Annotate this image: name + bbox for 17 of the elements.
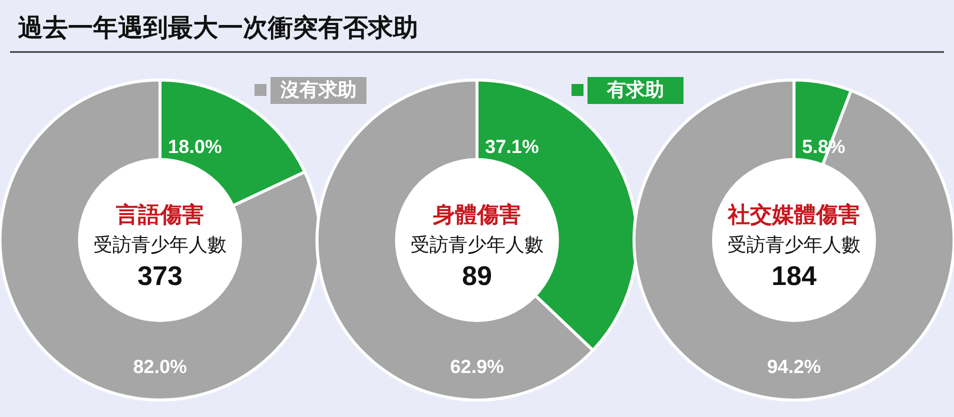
- data-label: 94.2%: [767, 357, 822, 378]
- text: 言語傷害: [115, 202, 204, 227]
- text: 373: [137, 261, 183, 291]
- legend-label: 有求助: [606, 79, 664, 102]
- data-label: 62.9%: [450, 357, 504, 378]
- data-label: 82.0%: [133, 357, 188, 378]
- data-label: 18.0%: [168, 137, 222, 158]
- text: 受訪青少年人數: [410, 234, 544, 256]
- data-label: 37.1%: [485, 137, 539, 158]
- text: 184: [771, 261, 817, 291]
- text: 89: [462, 261, 492, 291]
- text: 受訪青少年人數: [94, 234, 226, 256]
- text: 受訪青少年人數: [728, 234, 860, 256]
- text: 過去一年遇到最大一次衝突有否求助: [18, 14, 418, 42]
- text: 社交媒體傷害: [727, 202, 860, 227]
- text: 身體傷害: [432, 202, 521, 227]
- legend-label: 沒有求助: [280, 79, 356, 102]
